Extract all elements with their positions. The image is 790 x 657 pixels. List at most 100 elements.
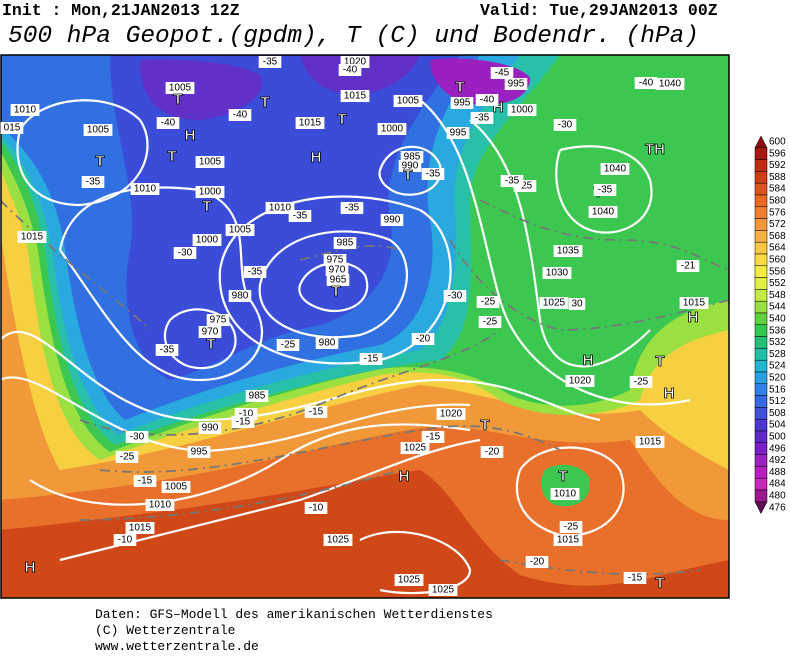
label-box — [228, 290, 252, 302]
label-box — [130, 183, 160, 195]
pressure-center: T — [480, 417, 489, 434]
colorbar-label: 520 — [769, 373, 786, 384]
colorbar-label: 556 — [769, 266, 786, 277]
contour-label: -20 — [530, 557, 545, 568]
contour-label: -35 — [475, 113, 490, 124]
colorbar-swatch — [754, 501, 768, 515]
colorbar: 6005965925885845805765725685645605565525… — [754, 135, 786, 515]
footer-url: www.wetterzentrale.de — [95, 639, 259, 654]
colorbar-label: 484 — [769, 479, 786, 490]
label-box — [145, 499, 175, 511]
contour-label: 995 — [450, 128, 467, 139]
colorbar-label: 540 — [769, 314, 786, 325]
colorbar-swatch — [754, 230, 768, 243]
contour-label: 990 — [402, 161, 419, 172]
contour-label: -40 — [639, 78, 654, 89]
contour-label: 015 — [4, 123, 21, 134]
contour-label: 1000 — [381, 124, 404, 135]
contour-label: 1010 — [269, 203, 292, 214]
contour-label: -15 — [426, 432, 441, 443]
colorbar-label: 496 — [769, 443, 786, 454]
contour-label: 1015 — [129, 523, 152, 534]
contour-label: 975 — [327, 255, 344, 266]
contour-label: -30 — [178, 248, 193, 259]
colorbar-swatch — [754, 135, 768, 149]
label-box — [338, 64, 362, 76]
colorbar-swatch — [754, 253, 768, 267]
label-box — [192, 234, 222, 246]
init-time: Init : Mon,21JAN2013 12Z — [2, 1, 240, 20]
colorbar-label: 544 — [769, 302, 786, 313]
contour-label: 1005 — [87, 125, 110, 136]
pressure-center: H — [664, 385, 675, 402]
contour-label: 1015 — [21, 232, 44, 243]
colorbar-label: 492 — [769, 455, 786, 466]
colorbar-label: 564 — [769, 243, 786, 254]
label-box — [206, 314, 230, 326]
contour-label: -45 — [495, 68, 510, 79]
label-box — [542, 267, 572, 279]
colorbar-label: 508 — [769, 408, 786, 419]
label-box — [265, 202, 295, 214]
contour-label: 1030 — [546, 268, 569, 279]
pressure-center: T — [655, 353, 664, 370]
contour-label: 1015 — [344, 91, 367, 102]
pressure-center: T — [331, 283, 340, 300]
label-box — [315, 337, 339, 349]
colorbar-swatch — [754, 324, 768, 337]
contour-label: 1005 — [169, 83, 192, 94]
label-box — [476, 296, 500, 308]
label-box — [173, 247, 197, 259]
contour-label: -25 — [634, 377, 649, 388]
label-box — [623, 572, 647, 584]
colorbar-swatch — [754, 171, 768, 184]
label-box — [198, 326, 222, 338]
contour-label: 1010 — [14, 105, 37, 116]
label-box — [475, 94, 499, 106]
contour-label: 1035 — [557, 246, 580, 257]
label-box — [323, 254, 347, 266]
label-box — [600, 163, 630, 175]
label-box — [676, 260, 700, 272]
label-box — [568, 298, 586, 310]
colorbar-label: 588 — [769, 172, 786, 183]
label-box — [276, 339, 300, 351]
label-box — [304, 502, 328, 514]
contour-label: 995 — [454, 98, 471, 109]
pressure-center: T — [95, 153, 104, 170]
colorbar-swatch — [754, 418, 768, 432]
colorbar-swatch — [754, 277, 768, 290]
colorbar-label: 528 — [769, 349, 786, 360]
pressure-center: TH — [645, 141, 665, 158]
contour-label: 1025 — [432, 585, 455, 596]
colorbar-label: 480 — [769, 491, 786, 502]
colorbar-swatch — [754, 289, 768, 302]
contour-label: -15 — [309, 407, 324, 418]
footer-source: Daten: GFS–Modell des amerikanischen Wet… — [95, 607, 493, 622]
label-box — [553, 119, 577, 131]
colorbar-label: 592 — [769, 160, 786, 171]
label-box — [133, 475, 157, 487]
contour-label: 1010 — [554, 489, 577, 500]
label-box — [155, 344, 179, 356]
colorbar-swatch — [754, 371, 768, 385]
contour-label: 990 — [384, 215, 401, 226]
label-box — [507, 104, 537, 116]
label-box — [565, 375, 595, 387]
contour-label: 975 — [210, 315, 227, 326]
contour-label: -35 — [598, 185, 613, 196]
contour-label: 970 — [329, 265, 346, 276]
contour-label: 1015 — [639, 437, 662, 448]
label-box — [10, 104, 40, 116]
label-box — [550, 488, 580, 500]
label-box — [500, 175, 524, 187]
contour-label: 1020 — [344, 57, 367, 68]
label-box — [436, 408, 466, 420]
pressure-center: T — [558, 468, 567, 485]
label-box — [411, 333, 435, 345]
contour-label: 980 — [232, 291, 249, 302]
label-box — [125, 522, 155, 534]
pressure-center: T — [655, 575, 664, 592]
